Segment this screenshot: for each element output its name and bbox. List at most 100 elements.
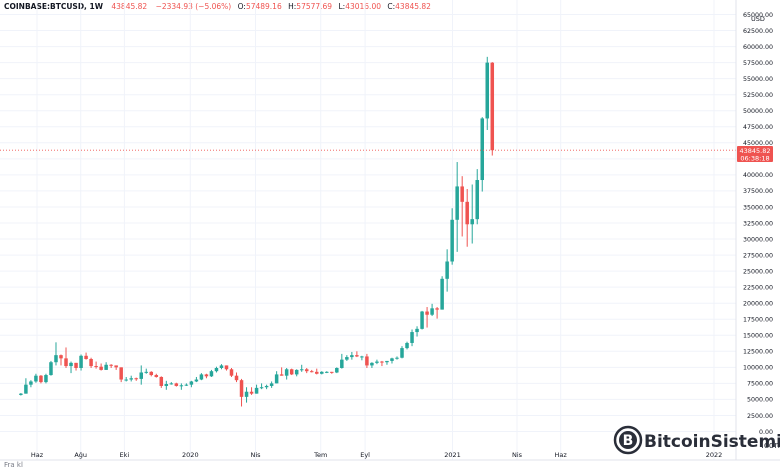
y-tick-label: 47500.00 [743,124,773,131]
candle-body [214,367,219,372]
candle [99,363,103,371]
candle-body [475,180,479,220]
candle [345,355,349,361]
close-label: C: [387,2,396,11]
candle-body [249,391,254,394]
candle-body [199,374,204,380]
candle-body [264,385,269,388]
x-tick-label: Haz [555,451,568,459]
y-tick-label: 25000.00 [743,268,773,275]
candle [450,208,454,265]
candle-body [94,366,98,368]
candle [154,373,159,378]
candle [309,369,314,373]
candle-body [164,384,169,386]
candle [74,362,78,371]
candle [475,169,479,225]
candle [400,346,404,359]
watermark-text: BitcoinSistemi [644,432,780,452]
y-tick-label: 52500.00 [743,92,773,99]
x-tick-label: 2020 [182,451,199,459]
candle-body [395,357,399,359]
y-tick-label: 20000.00 [743,300,773,307]
y-tick-label: 2500.00 [747,413,773,420]
candle-body [370,362,374,366]
candle [234,372,239,383]
candle-body [279,374,284,376]
candle-body [244,391,249,397]
candle-body [229,369,234,376]
y-tick-label: 32500.00 [743,220,773,227]
candle [164,380,169,390]
candle-body [59,355,63,359]
y-tick-label: 35000.00 [743,204,773,211]
high-label: H: [288,2,297,11]
candle-body [139,372,143,379]
candle [94,361,98,369]
candle [149,371,154,377]
candle [264,384,269,390]
candle-body [119,367,123,380]
candle [169,382,174,385]
x-tick-label: Tem [313,451,327,459]
candle-body [239,380,244,397]
candle-body [184,384,189,386]
candle [194,376,199,383]
candle [470,184,474,244]
bottom-cut-text: Fra kl [4,461,23,469]
candle-body [79,355,83,368]
candle-body [470,219,474,225]
candle-body [355,355,359,357]
candle-body [309,371,314,373]
candle-body [174,383,179,386]
candle-body [24,384,28,394]
candle [490,62,495,156]
candle-body [410,332,414,343]
chart-header: COINBASE:BTCUSD, 1W 43845.82 −2334.93 (−… [4,2,431,12]
y-tick-label: 0.00 [759,429,773,436]
candle [19,393,23,396]
candle-body [209,371,214,377]
candle-body [485,62,490,119]
candle-body [380,361,384,363]
candle [294,369,299,377]
y-tick-label: 30000.00 [743,236,773,243]
candle-body [415,328,419,333]
candle [104,362,108,370]
candle [209,369,214,377]
y-axis[interactable]: USD 0.00 2500.00 5000.00 7500.00 10000.00 125… [735,0,773,460]
y-tick-label: 15000.00 [743,333,773,340]
candle-body [154,375,159,377]
y-tick-label: 65000.00 [743,12,773,19]
candle-body [204,374,209,377]
candle [304,367,309,374]
candle [465,188,469,247]
candle-body [134,378,138,380]
candle-body [340,359,344,368]
candle [69,361,73,374]
candle-body [345,357,349,360]
low-label: L: [338,2,346,11]
candle [390,357,394,364]
price-change: −2334.93 (−5.06%) [155,2,232,11]
y-tick-label: 10000.00 [743,365,773,372]
candle-body [49,362,53,376]
candle-body [274,374,279,384]
candle [159,376,164,388]
candle-body [455,186,459,220]
candle [410,329,414,347]
candle-body [254,387,259,394]
candle [39,375,43,384]
candle [425,307,429,328]
candle-body [390,358,394,361]
candle [254,384,259,394]
candle [320,371,324,375]
x-axis[interactable]: Haz Ağu Eki 2020 Nis Tem Eyl 2021 Nis Haz 2022 [0,451,780,461]
candle-body [39,375,43,383]
symbol-label: COINBASE:BTCUSD, 1W [4,2,103,11]
candle-body [325,371,329,373]
candle [134,377,138,381]
y-tick-label: 57500.00 [743,60,773,67]
watermark-logo: B BitcoinSistemi .com [613,425,780,455]
